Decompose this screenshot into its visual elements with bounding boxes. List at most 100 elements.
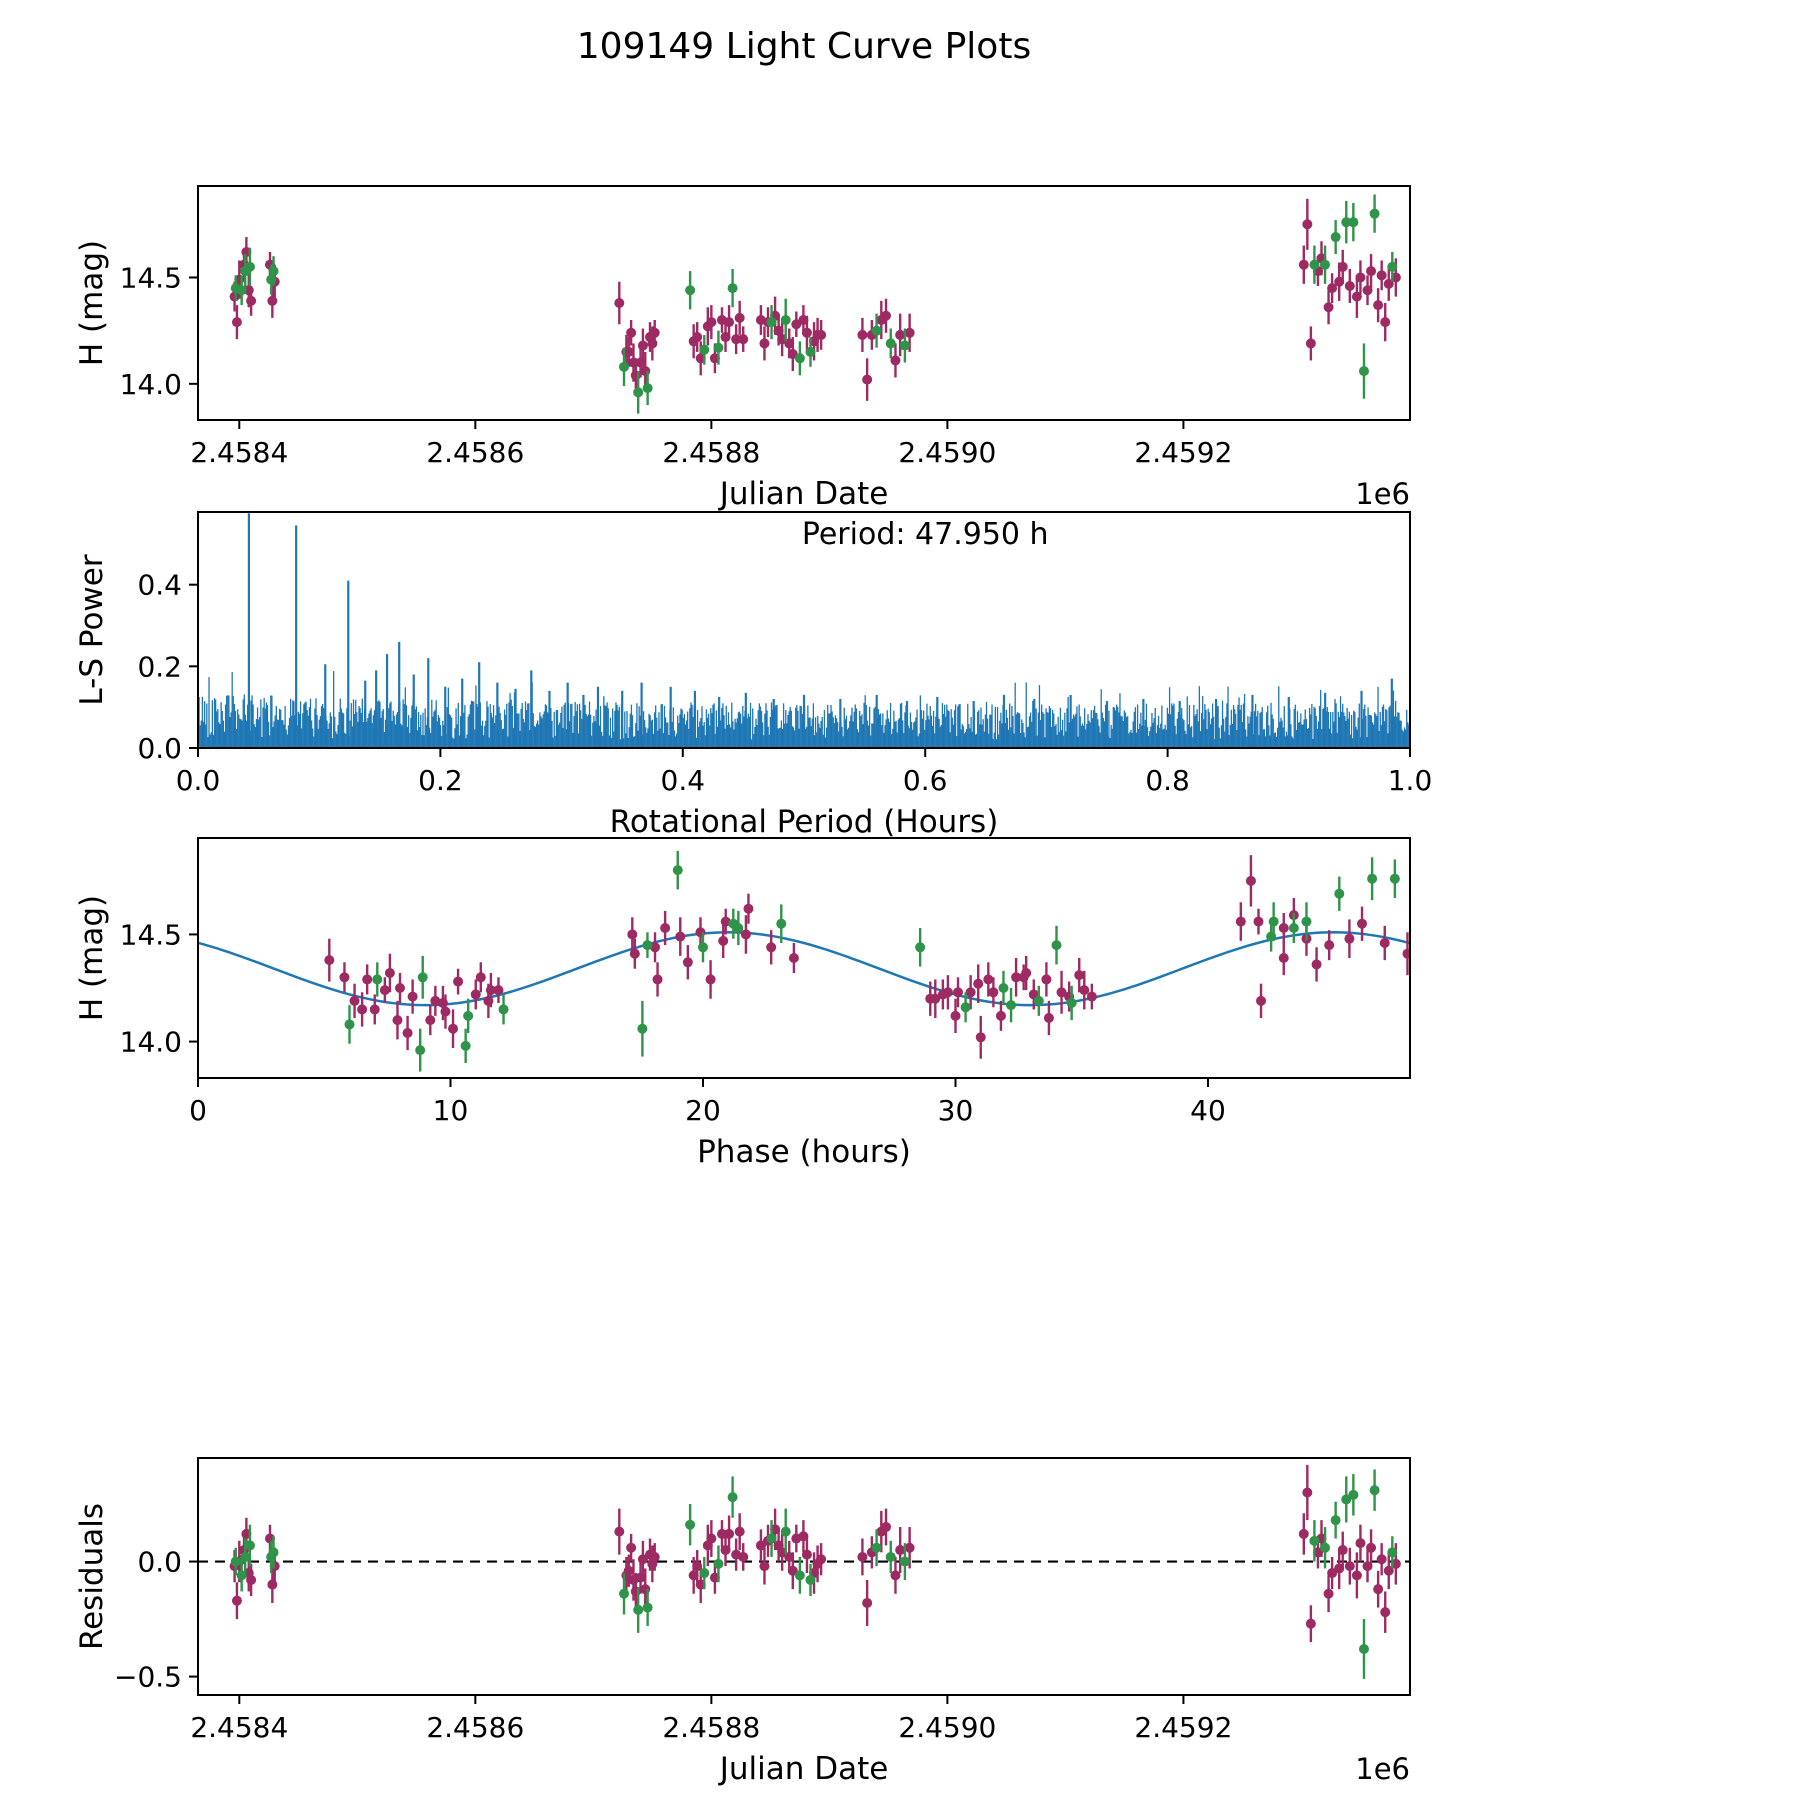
data-point [1327, 283, 1338, 294]
data-point [642, 383, 653, 394]
data-point [650, 942, 661, 953]
data-point [649, 327, 660, 338]
data-point [244, 1540, 255, 1551]
data-point [1358, 1643, 1369, 1654]
data-point [1305, 1618, 1316, 1629]
data-point [633, 1604, 644, 1615]
data-point [780, 315, 791, 326]
data-point [1389, 873, 1400, 884]
data-point [1379, 938, 1390, 948]
data-point [724, 317, 735, 328]
data-point [766, 1533, 777, 1544]
data-point [1320, 1542, 1331, 1553]
data-point [246, 295, 257, 306]
data-point [975, 1032, 986, 1043]
data-point [895, 329, 906, 340]
data-point [1337, 1545, 1348, 1556]
y-axis-label: L-S Power [74, 554, 110, 705]
data-point [727, 1492, 738, 1503]
data-point [642, 1602, 653, 1613]
data-point [1369, 1485, 1380, 1496]
data-point [727, 283, 738, 294]
data-point [960, 1002, 971, 1013]
y-tick-label: 14.0 [120, 368, 182, 401]
data-point [1330, 232, 1341, 243]
data-point [973, 978, 984, 989]
data-point [1288, 923, 1299, 933]
panel-residuals: 2.4584 2.4586 2.4588 2.4590 2.4592 −0.5 0.0 Jul… [74, 1457, 1411, 1787]
data-point [1323, 302, 1334, 313]
data-point [1301, 916, 1312, 927]
data-point [637, 1554, 648, 1565]
x-tick-label: 0.6 [903, 764, 948, 797]
data-point [369, 1004, 380, 1015]
data-point [705, 974, 716, 985]
data-point [699, 344, 710, 355]
y-tick-label: 14.5 [120, 918, 182, 951]
data-point [379, 985, 390, 996]
data-point [349, 995, 360, 1006]
data-point [642, 940, 653, 951]
data-point [1324, 940, 1335, 951]
data-point [1402, 948, 1410, 959]
data-point [392, 1015, 403, 1026]
data-point [402, 1028, 413, 1038]
data-point [1355, 1538, 1366, 1549]
data-point [1357, 918, 1368, 929]
data-point [1348, 217, 1359, 228]
data-point [614, 298, 625, 308]
x-tick-label: 10 [433, 1094, 469, 1127]
data-point [788, 953, 799, 963]
data-point [637, 1023, 648, 1034]
data-point [743, 903, 754, 914]
data-point [1367, 873, 1378, 884]
x-tick-label: 2.4588 [662, 436, 760, 469]
data-point [1380, 1607, 1391, 1618]
data-point [1373, 300, 1384, 311]
data-point [983, 974, 994, 985]
data-point [660, 923, 671, 933]
data-point [1387, 1547, 1398, 1558]
data-point [1056, 987, 1067, 998]
x-tick-label: 2.4584 [190, 436, 288, 469]
data-point [915, 942, 926, 953]
x-tick-label: 2.4590 [898, 1711, 996, 1744]
data-point [430, 995, 441, 1006]
data-point [950, 1010, 961, 1021]
data-point [713, 342, 724, 353]
data-point [395, 983, 405, 993]
data-point [1334, 888, 1345, 899]
x-tick-label: 2.4586 [426, 1711, 524, 1744]
data-point [1341, 217, 1352, 228]
data-point [485, 985, 496, 996]
data-point [857, 1551, 868, 1562]
x-axis-label: Phase (hours) [697, 1134, 911, 1170]
data-point [698, 942, 708, 953]
data-point [415, 1045, 426, 1056]
data-point [626, 1542, 637, 1553]
data-point [1366, 266, 1377, 277]
data-point [685, 1519, 696, 1530]
axes-frame [197, 511, 1411, 749]
data-point [1033, 995, 1044, 1006]
data-point [862, 374, 873, 385]
data-point [339, 972, 350, 983]
data-point [713, 1558, 724, 1569]
x-axis-label: Rotational Period (Hours) [610, 804, 999, 840]
data-point [1320, 259, 1331, 270]
data-point [1369, 208, 1380, 219]
data-point [904, 1542, 915, 1553]
data-point [244, 261, 255, 272]
data-point [1305, 338, 1316, 349]
data-point [475, 972, 486, 983]
data-point [1327, 1568, 1338, 1579]
data-point [1311, 959, 1322, 970]
data-layer-phase-curve [198, 850, 1410, 1072]
data-point [965, 987, 976, 998]
y-tick-label: 14.0 [120, 1026, 182, 1059]
data-point [706, 1533, 717, 1544]
data-point [718, 935, 729, 946]
data-point [1351, 1570, 1362, 1581]
data-point [857, 329, 868, 340]
